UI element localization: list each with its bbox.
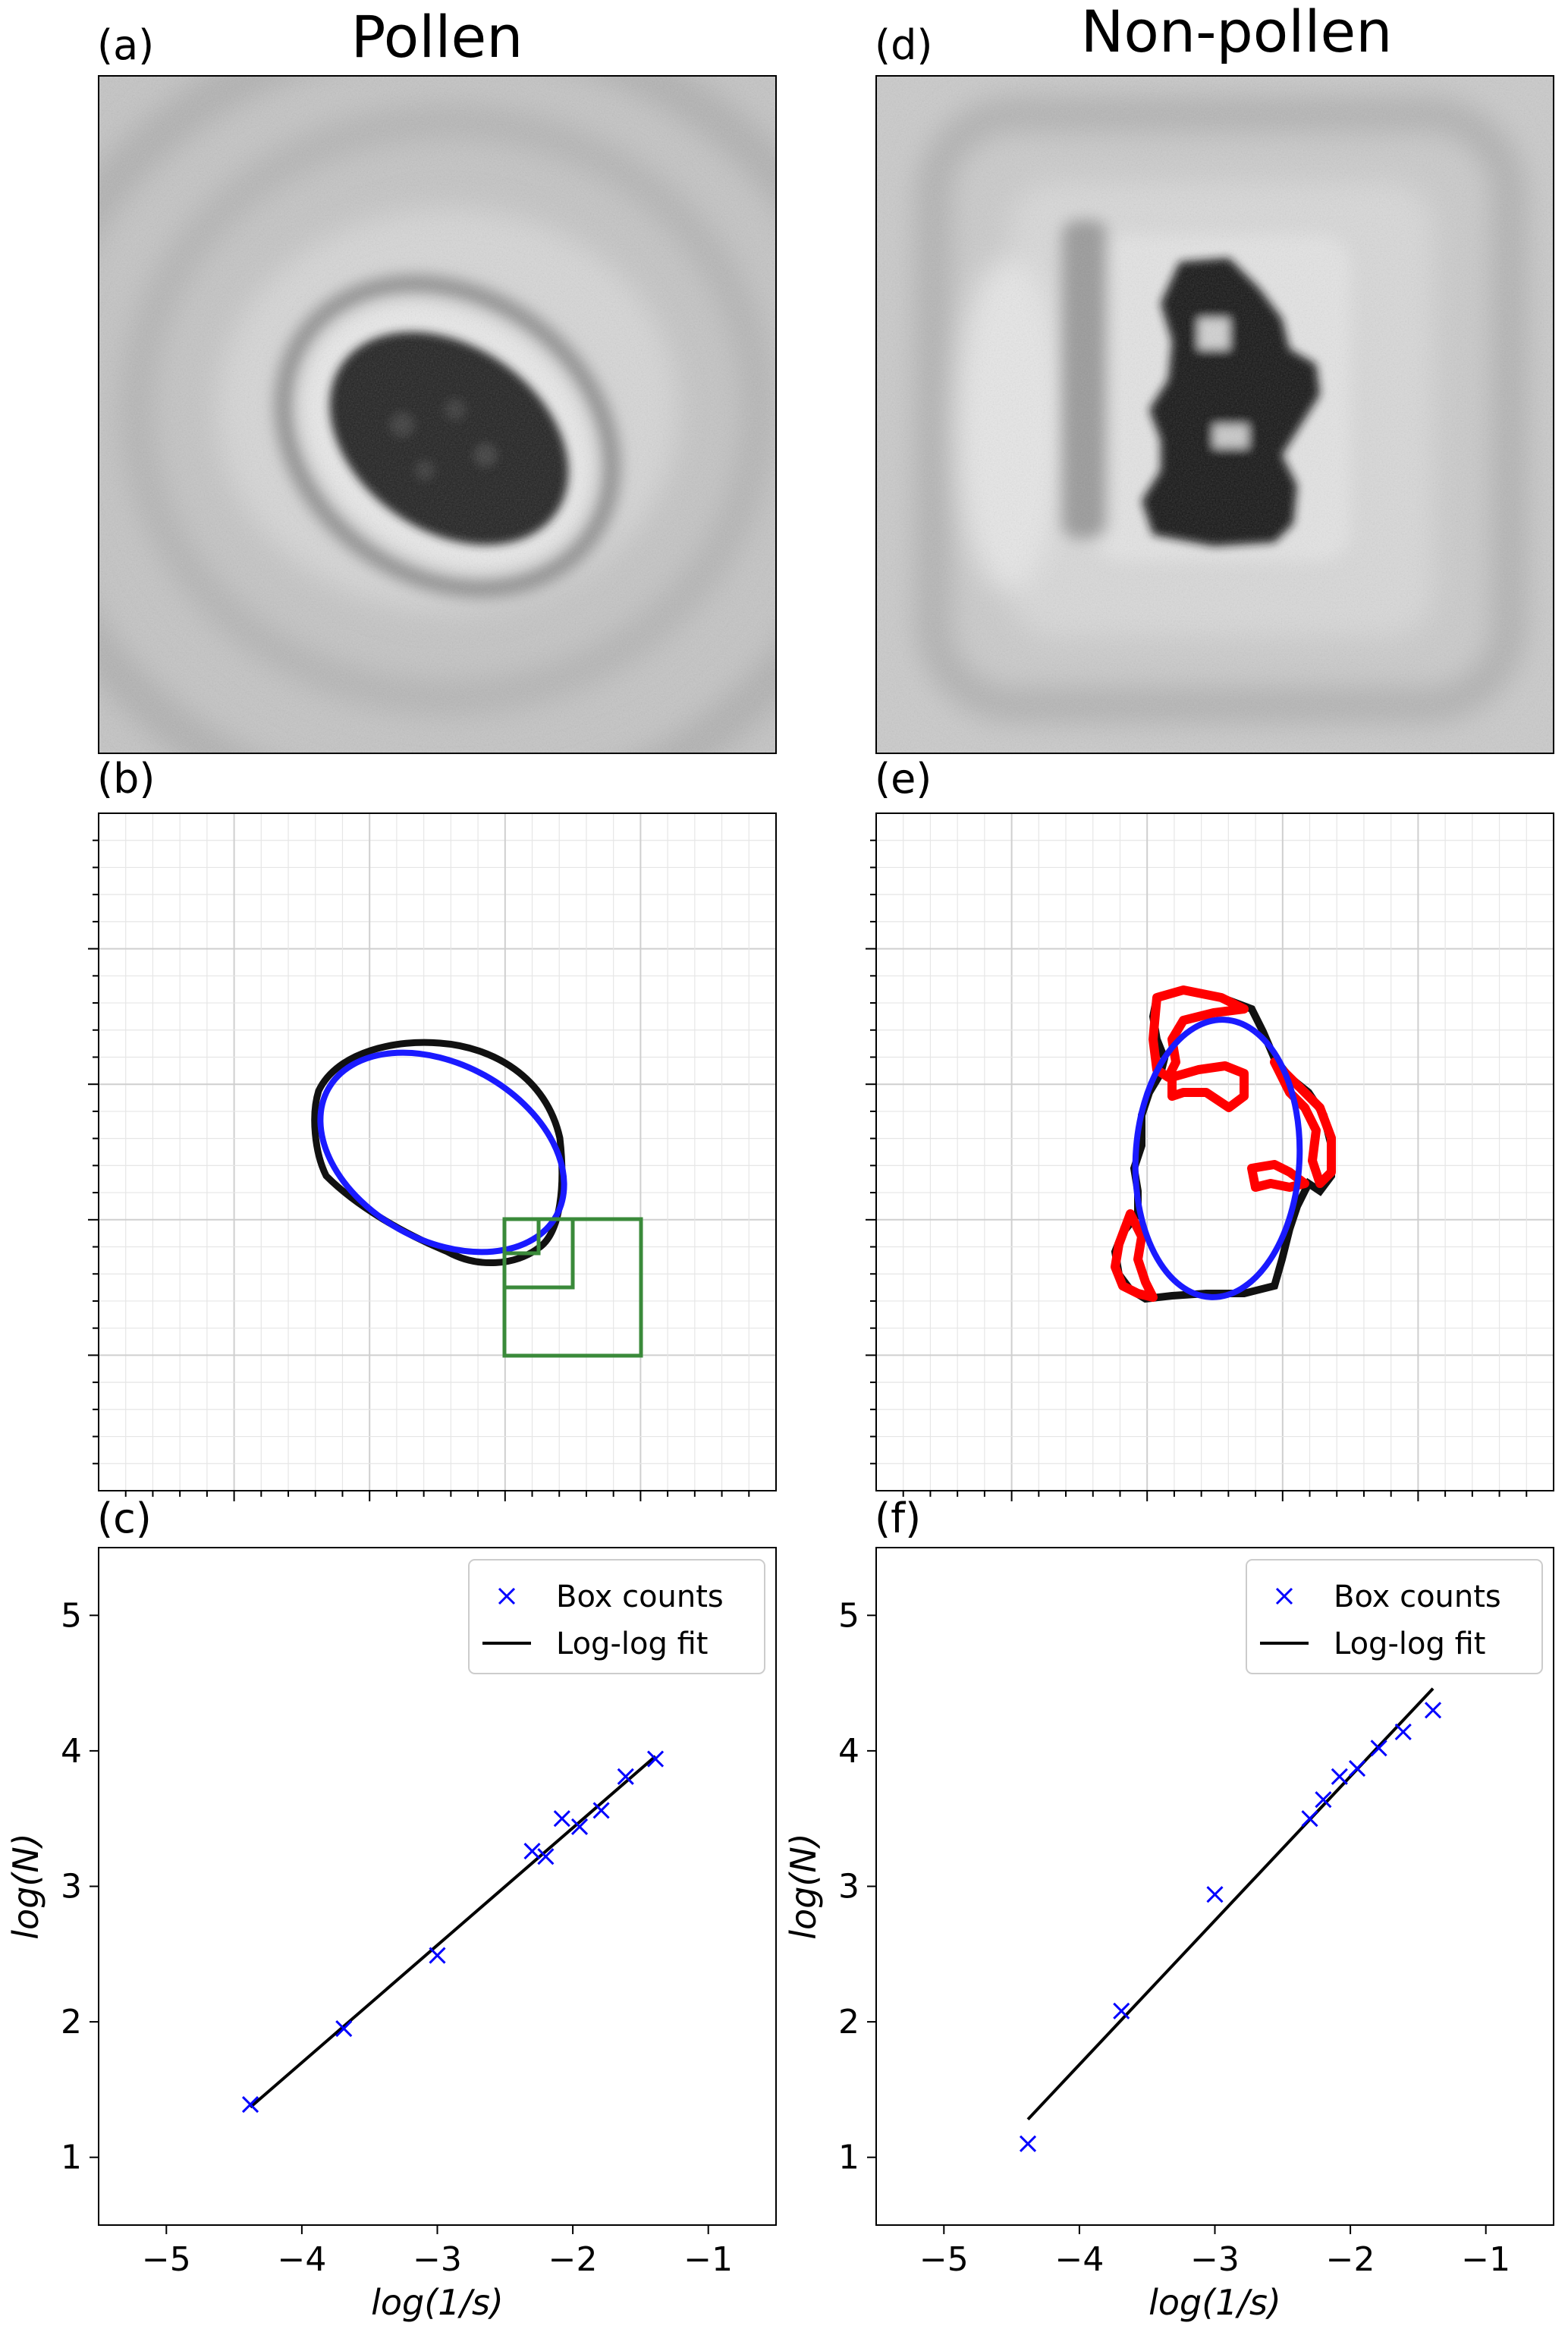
- legend-label-fit: Log-log fit: [1334, 1627, 1485, 1661]
- x-tick-label: −4: [1054, 2240, 1104, 2279]
- y-tick-label: 1: [61, 2139, 82, 2177]
- box-count-point: [1113, 2002, 1130, 2019]
- panel-label-c: (c): [97, 1495, 152, 1542]
- y-tick-label: 3: [61, 1868, 82, 1906]
- legend-label-box-counts: Box counts: [556, 1579, 724, 1614]
- x-tick-label: −1: [683, 2240, 733, 2279]
- box-count-point: [1348, 1760, 1366, 1777]
- grid-e: [866, 813, 1554, 1501]
- box-count-point: [570, 1818, 589, 1835]
- y-tick-label: 1: [838, 2139, 859, 2177]
- box-count-point: [1331, 1768, 1348, 1785]
- x-axis-label: log(1/s): [1149, 2282, 1281, 2323]
- box-count-point: [1206, 1886, 1224, 1903]
- legend-marker-box-counts: [498, 1587, 516, 1605]
- column-title-non-pollen: Non-pollen: [1081, 0, 1393, 65]
- y-tick-label: 2: [61, 2003, 82, 2041]
- box-count-point: [241, 2095, 259, 2114]
- box-count-point: [1301, 1810, 1318, 1828]
- fit-line: [1026, 1687, 1434, 2121]
- box-count-point: [1019, 2135, 1037, 2152]
- pollen-contour-outline: [311, 1039, 566, 1266]
- box-count-point: [537, 1848, 555, 1865]
- x-tick-label: −3: [1190, 2240, 1240, 2279]
- non-pollen-image-frame: [875, 75, 1554, 754]
- box-count-point: [429, 1947, 446, 1964]
- pollen-image-frame: [98, 75, 777, 754]
- y-tick-label: 4: [838, 1732, 859, 1771]
- y-tick-label: 5: [61, 1596, 82, 1635]
- panel-label-f: (f): [875, 1495, 921, 1542]
- pollen-image: [99, 76, 776, 753]
- legend-label-fit: Log-log fit: [556, 1627, 708, 1661]
- panel-label-a: (a): [97, 21, 154, 69]
- panel-label-d: (d): [875, 21, 932, 69]
- x-axis-label: log(1/s): [371, 2282, 504, 2323]
- y-axis-label: log(N): [5, 1833, 46, 1939]
- box-count-point: [592, 1802, 610, 1819]
- x-tick-label: −5: [919, 2240, 969, 2279]
- column-title-pollen: Pollen: [351, 3, 523, 71]
- box-count-point: [1370, 1740, 1387, 1757]
- box-count-point: [523, 1842, 541, 1860]
- panel-label-e: (e): [875, 755, 932, 803]
- x-tick-label: −2: [1326, 2240, 1375, 2279]
- x-tick-label: −4: [277, 2240, 326, 2279]
- y-tick-label: 3: [838, 1868, 859, 1906]
- box-count-point: [553, 1810, 570, 1828]
- box-count-point: [646, 1750, 665, 1768]
- y-tick-label: 2: [838, 2003, 859, 2041]
- box-count-point: [1424, 1702, 1442, 1719]
- grid-b: [88, 813, 776, 1501]
- frame-e: [875, 812, 1554, 1491]
- pollen-fitted-ellipse: [317, 1049, 567, 1256]
- non-pollen-contour-panel: [866, 812, 1554, 1501]
- plot-f: −5 −4 −3 −2 −1 1 2 3 4 5 log(1/s) log(N) Box counts L…: [783, 1547, 1554, 2323]
- y-tick-label: 5: [838, 1596, 859, 1635]
- non-pollen-fitted-ellipse: [1132, 1017, 1303, 1300]
- counting-box-large: [502, 1217, 643, 1358]
- legend-box: [1246, 1559, 1543, 1674]
- y-tick-label: 4: [61, 1732, 82, 1771]
- x-tick-label: −5: [142, 2240, 191, 2279]
- x-tick-label: −1: [1461, 2240, 1510, 2279]
- plot-c: −5 −4 −3 −2 −1 1 2 3 4 5 log(1/s) log(N) Box counts L…: [5, 1547, 777, 2323]
- y-axis-label: log(N): [783, 1833, 824, 1939]
- box-count-point: [1394, 1723, 1412, 1740]
- frame-b: [98, 812, 777, 1491]
- legend-label-box-counts: Box counts: [1334, 1579, 1501, 1614]
- x-tick-label: −2: [548, 2240, 598, 2279]
- box-count-point: [617, 1768, 634, 1785]
- legend-marker-box-counts: [1275, 1587, 1293, 1605]
- panel-label-b: (b): [97, 755, 155, 803]
- legend-box: [468, 1559, 765, 1674]
- x-tick-label: −3: [413, 2240, 462, 2279]
- non-pollen-image: [876, 76, 1554, 753]
- pollen-contour-panel: [88, 812, 777, 1501]
- box-count-point: [1315, 1791, 1332, 1809]
- fit-line: [249, 1755, 657, 2109]
- box-count-point: [335, 2019, 353, 2038]
